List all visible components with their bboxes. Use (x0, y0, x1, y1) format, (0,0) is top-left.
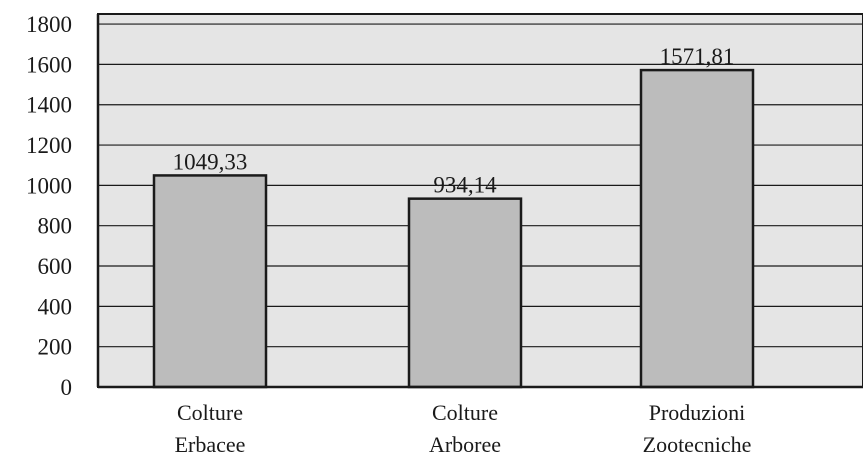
x-category-label-1-line-0: Colture (432, 400, 498, 425)
x-category-label-0: Colture Erbacee (175, 400, 246, 457)
x-category-label-2: Produzioni Zootecniche (643, 400, 752, 457)
x-category-label-0-line-0: Colture (177, 400, 243, 425)
bar-2 (639, 68, 755, 389)
y-tick-label-0: 0 (61, 375, 73, 400)
data-label-2: 1571,81 (660, 44, 735, 69)
y-tick-label-1000: 1000 (26, 173, 72, 198)
y-tick-label-1400: 1400 (26, 93, 72, 118)
y-tick-label-200: 200 (38, 335, 73, 360)
x-category-label-0-line-1: Erbacee (175, 432, 246, 457)
y-tick-label-1800: 1800 (26, 12, 72, 37)
y-tick-label-800: 800 (38, 214, 73, 239)
bar-0 (152, 174, 268, 389)
y-tick-label-400: 400 (38, 294, 73, 319)
data-label-0: 1049,33 (173, 149, 248, 174)
y-axis-ticks: 0 200 400 600 800 1000 1200 1400 1600 1800 (26, 12, 72, 400)
bars (152, 68, 755, 389)
y-tick-label-1600: 1600 (26, 52, 72, 77)
x-category-label-1-line-1: Arboree (429, 432, 501, 457)
y-tick-label-1200: 1200 (26, 133, 72, 158)
x-category-label-2-line-0: Produzioni (649, 400, 746, 425)
x-axis-labels: Colture Erbacee Colture Arboree Produzioni Zo… (175, 400, 752, 457)
y-tick-label-600: 600 (38, 254, 73, 279)
x-category-label-1: Colture Arboree (429, 400, 501, 457)
data-labels: 1049,33 934,14 1571,81 (173, 44, 735, 198)
data-label-1: 934,14 (433, 173, 497, 198)
bar-1 (407, 197, 523, 389)
x-category-label-2-line-1: Zootecniche (643, 432, 752, 457)
